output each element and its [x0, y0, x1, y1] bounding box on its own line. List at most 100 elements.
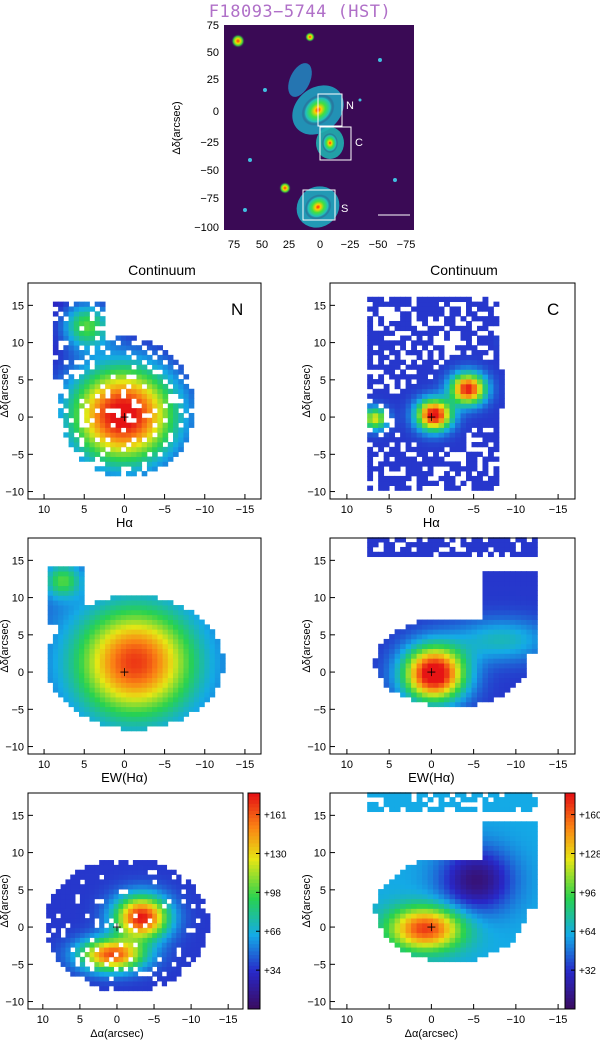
map-pixel [378, 359, 385, 365]
map-pixel [123, 860, 129, 866]
map-pixel [416, 296, 423, 303]
y-tick-label: 15 [314, 810, 326, 822]
map-pixel [173, 648, 179, 654]
map-pixel [63, 432, 69, 438]
map-pixel [438, 345, 445, 351]
map-pixel [152, 701, 158, 708]
colorbar-segment [565, 1005, 575, 1010]
map-xlabel: Hα [423, 515, 440, 530]
map-pixel [99, 956, 105, 963]
map-pixel [181, 918, 187, 924]
map-pixel [68, 422, 75, 428]
map-pixel [84, 927, 90, 934]
map-pixel [65, 889, 71, 895]
map-pixel [146, 701, 153, 708]
map-pixel [383, 537, 390, 543]
map-pixel [183, 624, 190, 630]
map-pixel [515, 845, 522, 851]
map-pixel [515, 879, 522, 885]
map-pixel [394, 398, 401, 404]
map-pixel [126, 672, 132, 679]
map-pixel [73, 609, 80, 616]
map-pixel [136, 609, 143, 616]
map-pixel [477, 427, 483, 433]
map-pixel [137, 864, 143, 871]
map-pixel [378, 658, 385, 664]
map-pixel [520, 658, 527, 664]
map-pixel [471, 345, 478, 351]
map-pixel [520, 575, 527, 582]
map-pixel [131, 393, 137, 399]
map-pixel [466, 913, 472, 919]
map-pixel [466, 546, 472, 553]
map-pixel [394, 682, 401, 688]
map-pixel [147, 908, 153, 914]
map-pixel [411, 692, 417, 698]
map-pixel [128, 898, 134, 905]
map-pixel [449, 393, 456, 399]
map-pixel [526, 806, 533, 813]
map-pixel [400, 893, 407, 900]
map-pixel [498, 388, 505, 395]
map-pixel [136, 442, 143, 448]
x-tick-label: 10 [341, 759, 353, 771]
map-pixel [131, 692, 137, 698]
map-pixel [422, 451, 428, 457]
map-pixel [493, 422, 500, 428]
colorbar-segment [565, 901, 575, 906]
map-pixel [89, 398, 96, 404]
colorbar-segment [565, 832, 575, 837]
map-pixel [94, 442, 101, 448]
map-pixel [455, 432, 461, 438]
map-pixel [146, 427, 153, 433]
map-pixel [433, 663, 439, 669]
map-pixel [214, 653, 221, 659]
map-pixel [99, 961, 105, 967]
map-pixel [89, 614, 96, 620]
map-pixel [422, 311, 428, 317]
map-pixel [152, 629, 158, 635]
map-pixel [70, 942, 76, 948]
map-pixel [405, 942, 412, 948]
colorbar-segment [565, 875, 575, 880]
map-pixel [173, 687, 179, 693]
map-pixel [493, 634, 500, 640]
map-pixel [460, 393, 467, 399]
map-pixel [79, 667, 85, 674]
map-pixel [171, 898, 177, 905]
map-pixel [152, 956, 158, 963]
map-pixel [176, 922, 182, 929]
map-pixel [422, 869, 428, 875]
map-pixel [449, 403, 456, 409]
map-pixel [209, 672, 216, 679]
map-pixel [405, 417, 412, 424]
map-pixel [147, 942, 153, 948]
map-pixel [378, 374, 385, 380]
map-pixel [460, 922, 467, 929]
map-pixel [372, 393, 379, 399]
map-pixel [89, 889, 95, 895]
map-pixel [422, 619, 428, 625]
map-panel: 10 5 0 −5 −10 −15151050−5−10Δδ(arcsec)Δα(arcs… [301, 792, 576, 1040]
map-pixel [58, 682, 64, 688]
map-pixel [427, 542, 434, 548]
map-pixel [487, 889, 494, 895]
map-pixel [84, 369, 90, 375]
map-pixel [178, 619, 184, 625]
map-pixel [89, 658, 96, 664]
map-pixel [367, 320, 374, 327]
map-pixel [389, 932, 396, 938]
map-pixel [126, 653, 132, 659]
map-pixel [455, 667, 461, 674]
map-pixel [190, 913, 196, 919]
map-pixel [405, 546, 412, 553]
colorbar-segment [248, 933, 260, 938]
x-tick-label: 10 [38, 759, 50, 771]
map-pixel [367, 316, 374, 322]
map-pixel [482, 864, 489, 871]
map-pixel [115, 388, 122, 395]
map-pixel [405, 629, 412, 635]
map-pixel [427, 874, 434, 880]
map-pixel [115, 471, 122, 477]
map-pixel [173, 711, 179, 717]
